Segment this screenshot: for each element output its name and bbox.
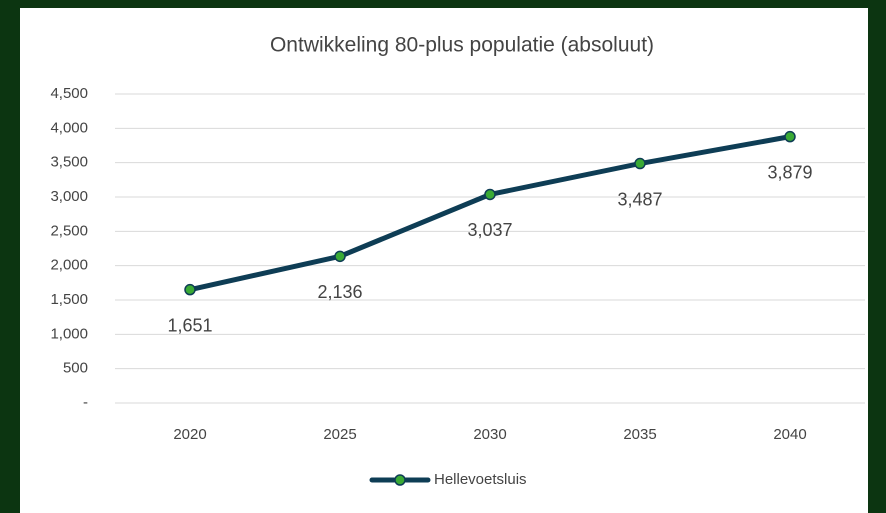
chart-panel [20,8,868,513]
y-tick-label: 4,000 [50,119,88,136]
x-tick-label: 2025 [323,426,356,443]
chart-title: Ontwikkeling 80-plus populatie (absoluut… [270,34,654,57]
y-tick-label: 500 [63,360,88,377]
data-label: 3,487 [617,189,662,209]
y-tick-label: 1,500 [50,291,88,308]
y-tick-label: 2,500 [50,222,88,239]
data-point [334,250,346,263]
data-point [484,188,496,201]
y-tick-label: 3,000 [50,188,88,205]
x-tick-label: 2020 [173,426,206,443]
legend-marker [394,474,406,486]
data-point [784,130,796,143]
data-label: 3,037 [467,220,512,240]
data-label: 1,651 [167,315,212,335]
x-tick-label: 2035 [623,426,656,443]
data-label: 2,136 [317,282,362,302]
y-tick-label: 3,500 [50,154,88,171]
x-tick-label: 2040 [773,426,806,443]
y-tick-label: - [83,394,88,411]
data-point [634,157,646,170]
y-tick-label: 1,000 [50,325,88,342]
data-point [184,283,196,296]
x-tick-label: 2030 [473,426,506,443]
y-tick-label: 4,500 [50,85,88,102]
y-tick-label: 2,000 [50,257,88,274]
legend-label: Hellevoetsluis [434,471,527,488]
data-label: 3,879 [767,162,812,182]
